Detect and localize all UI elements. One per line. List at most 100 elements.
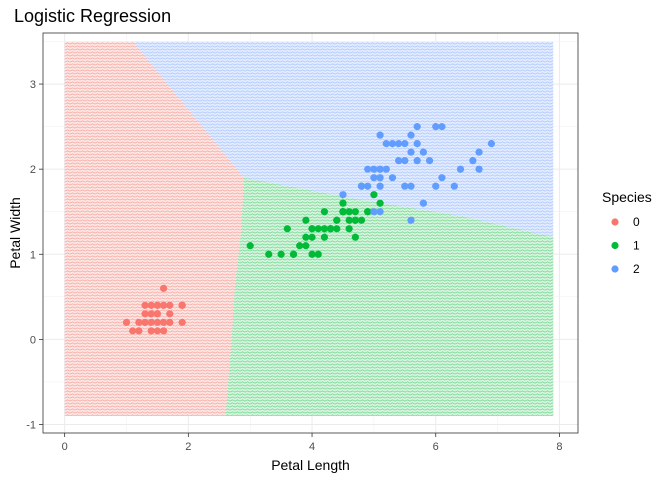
data-point-species-2 [376, 208, 384, 216]
data-point-species-1 [339, 199, 347, 207]
data-point-species-2 [425, 157, 434, 165]
data-point-species-1 [296, 242, 304, 250]
legend-key-1 [611, 241, 619, 250]
chart-title: Logistic Regression [14, 6, 171, 26]
data-point-species-1 [265, 250, 273, 258]
y-tick-label: -1 [26, 419, 36, 431]
data-point-species-0 [141, 310, 149, 318]
data-point-species-2 [407, 148, 415, 156]
legend-label-0: 0 [633, 215, 640, 229]
data-point-species-0 [135, 318, 143, 326]
y-tick-label: 0 [30, 334, 36, 346]
data-point-species-0 [147, 310, 155, 318]
data-point-species-1 [277, 250, 285, 258]
data-point-species-2 [432, 182, 440, 190]
data-point-species-1 [320, 225, 329, 233]
data-point-species-0 [166, 301, 174, 309]
data-point-species-0 [129, 327, 137, 335]
data-point-species-2 [357, 182, 366, 190]
data-point-species-2 [456, 165, 465, 173]
data-points [122, 123, 496, 335]
data-point-species-1 [320, 233, 329, 241]
data-point-species-1 [364, 208, 372, 216]
x-axis-label: Petal Length [271, 457, 350, 473]
data-point-species-1 [308, 233, 316, 241]
data-point-species-2 [413, 140, 421, 148]
data-point-species-2 [401, 157, 409, 165]
data-point-species-0 [178, 301, 186, 309]
legend: Species 0 1 2 [602, 189, 652, 276]
data-point-species-2 [407, 131, 415, 139]
data-point-species-0 [153, 318, 162, 326]
data-point-species-1 [246, 242, 254, 250]
data-point-species-2 [487, 140, 496, 148]
data-point-species-2 [376, 165, 384, 173]
x-tick-label: 2 [185, 441, 191, 453]
data-point-species-1 [333, 216, 341, 224]
data-point-species-2 [395, 140, 403, 148]
data-point-species-1 [327, 225, 335, 233]
data-point-species-1 [370, 191, 378, 199]
data-point-species-0 [141, 301, 149, 309]
data-point-species-0 [160, 284, 168, 292]
data-point-species-2 [469, 157, 477, 165]
data-point-species-1 [351, 208, 359, 216]
data-point-species-2 [339, 191, 347, 199]
data-point-species-2 [364, 165, 372, 173]
data-point-species-1 [320, 208, 329, 216]
y-tick-label: 3 [30, 79, 36, 91]
data-point-species-2 [376, 174, 384, 182]
data-point-species-1 [351, 216, 359, 224]
data-point-species-2 [376, 182, 384, 190]
data-point-species-0 [147, 301, 155, 309]
data-point-species-2 [438, 174, 446, 182]
data-point-species-0 [178, 318, 186, 326]
data-point-species-2 [401, 140, 409, 148]
data-point-species-0 [122, 318, 131, 326]
data-point-species-0 [166, 310, 174, 318]
x-tick-label: 0 [62, 441, 68, 453]
region-class-0 [64, 41, 245, 416]
data-point-species-1 [308, 225, 316, 233]
data-point-species-2 [475, 148, 483, 156]
data-point-species-1 [376, 199, 384, 207]
data-point-species-0 [160, 318, 168, 326]
data-point-species-1 [339, 208, 347, 216]
data-point-species-0 [153, 301, 162, 309]
plot-border [42, 32, 579, 434]
data-point-species-2 [401, 182, 409, 190]
data-point-species-1 [345, 216, 353, 224]
data-point-species-1 [314, 250, 322, 258]
data-point-species-0 [147, 327, 155, 335]
data-point-species-1 [283, 225, 291, 233]
data-point-species-0 [135, 327, 143, 335]
y-tick-label: 1 [30, 249, 36, 261]
data-point-species-1 [289, 250, 298, 258]
data-point-species-2 [382, 165, 390, 173]
data-point-species-1 [333, 225, 341, 233]
data-point-species-2 [419, 199, 427, 207]
x-tick-label: 8 [556, 441, 562, 453]
data-point-species-0 [166, 318, 174, 326]
data-point-species-2 [364, 182, 372, 190]
data-point-species-0 [160, 301, 168, 309]
x-tick-label: 6 [433, 441, 439, 453]
legend-key-0 [611, 218, 619, 226]
data-point-species-2 [438, 123, 446, 131]
data-point-species-0 [153, 327, 162, 335]
data-point-species-2 [407, 182, 415, 190]
data-point-species-2 [432, 123, 440, 131]
data-point-species-2 [370, 208, 378, 216]
legend-label-2: 2 [633, 262, 640, 276]
data-point-species-2 [395, 157, 403, 165]
data-point-species-0 [141, 318, 149, 326]
legend-label-1: 1 [633, 239, 640, 253]
data-point-species-1 [314, 225, 322, 233]
data-point-species-2 [475, 165, 483, 173]
x-axis-ticks: 0 2 4 6 8 [62, 433, 563, 453]
data-point-species-1 [351, 233, 359, 241]
data-point-species-1 [345, 208, 353, 216]
data-point-species-2 [370, 165, 378, 173]
data-point-species-2 [450, 182, 458, 190]
